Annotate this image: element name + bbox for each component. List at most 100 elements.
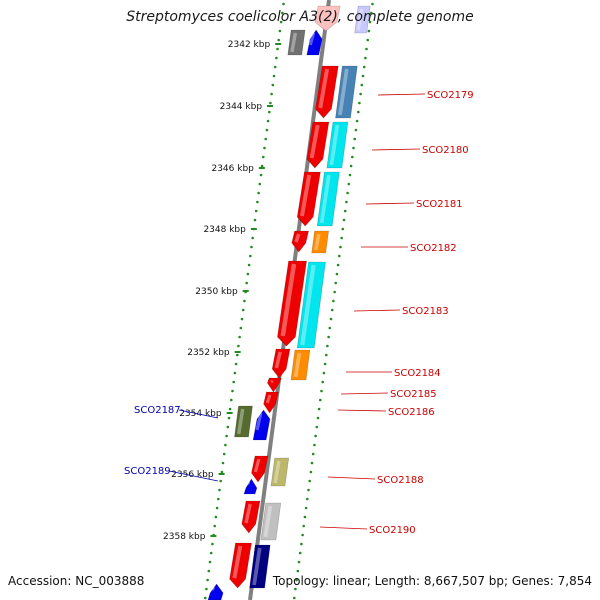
scale-tick-label: 2356 kbp	[171, 470, 214, 480]
guide-dots-right	[303, 515, 307, 519]
guide-dots-left	[214, 515, 218, 519]
gene-feature-highlight	[309, 124, 320, 159]
gene-label: SCO2185	[390, 389, 437, 400]
gene-feature-highlight	[236, 408, 245, 435]
scale-tick-label: 2342 kbp	[228, 40, 271, 50]
scale-ticks-layer: 2342 kbp 2344 kbp 2346 kbp 2348 kbp 2350 kbp…	[163, 40, 282, 542]
guide-dots-left	[270, 92, 273, 96]
gene-label: SCO2181	[416, 199, 463, 210]
guide-dots-left	[238, 335, 241, 339]
gene-feature	[243, 478, 258, 495]
guide-dots-right	[308, 479, 312, 483]
guide-dots-right	[295, 578, 298, 582]
guide-dots-right	[355, 119, 359, 123]
guide-dots-right	[358, 101, 361, 105]
guide-dots-right	[342, 218, 346, 222]
guide-dots-left	[224, 443, 227, 447]
gene-feature-highlight	[308, 32, 316, 46]
guide-dots-left	[250, 245, 253, 249]
gene-feature	[251, 455, 269, 483]
guide-dots-right	[293, 596, 296, 600]
guide-dots-right	[361, 74, 365, 78]
gene-feature	[260, 502, 282, 541]
guide-dots-left	[276, 47, 279, 51]
guide-dots-left	[259, 173, 263, 177]
gene-feature-highlight	[300, 174, 312, 217]
scale-tick-label: 2350 kbp	[195, 287, 238, 297]
guide-dots-left	[278, 29, 282, 33]
guide-dots-right	[296, 569, 300, 573]
guide-dots-left	[209, 551, 213, 555]
guide-dots-right	[325, 353, 328, 357]
guide-dots-right	[323, 362, 327, 366]
guide-dots-left	[263, 146, 266, 150]
guide-dots-right	[332, 299, 335, 303]
guide-dots-left	[275, 56, 278, 60]
gene-feature-highlight	[293, 352, 302, 378]
guide-dots-left	[213, 524, 216, 528]
guide-dots-left	[268, 110, 271, 114]
guide-dots-right	[341, 227, 345, 231]
guide-dots-left	[219, 479, 222, 483]
gene-label-leader	[340, 392, 389, 395]
guide-dots-right	[367, 29, 371, 33]
gene-label: SCO2179	[427, 90, 474, 101]
guide-dots-left	[271, 83, 275, 87]
guide-dots-left	[262, 155, 265, 159]
guide-dots-right	[340, 236, 344, 240]
gene-feature	[296, 171, 321, 227]
guide-dots-left	[279, 20, 283, 24]
guide-dots-left	[240, 317, 244, 321]
gene-labels-layer: SCO2179 SCO2180 SCO2181 SCO2182 SCO2183 SCO21…	[124, 90, 474, 536]
gene-feature-highlight	[270, 379, 274, 384]
guide-dots-right	[298, 551, 302, 555]
gene-feature-highlight	[253, 458, 261, 473]
gene-feature	[306, 121, 330, 169]
guide-dots-left	[205, 587, 208, 591]
guide-dots-right	[297, 560, 301, 564]
guide-dots-left	[241, 308, 245, 312]
guide-dots-right	[316, 416, 320, 420]
guide-dots-right	[348, 173, 352, 177]
guide-dots-left	[236, 353, 239, 357]
gene-feature	[314, 5, 341, 32]
gene-label-leader	[353, 309, 401, 312]
guide-dots-left	[215, 506, 219, 510]
guide-dots-right	[309, 470, 313, 474]
guide-dots-right	[365, 47, 368, 51]
gene-feature-highlight	[210, 586, 216, 591]
guide-dots-left	[220, 470, 224, 474]
guide-dots-layer	[204, 2, 374, 600]
guide-dots-right	[315, 425, 319, 429]
guide-dots-left	[222, 452, 226, 456]
gene-label-leader	[327, 476, 376, 480]
guide-dots-right	[310, 461, 314, 465]
guide-dots-left	[204, 596, 207, 600]
guide-dots-right	[357, 110, 360, 114]
guide-dots-right	[343, 209, 347, 213]
gene-feature-highlight	[318, 68, 330, 109]
gene-feature-highlight	[338, 68, 349, 116]
gene-feature	[290, 349, 311, 381]
guide-dots-left	[227, 416, 231, 420]
guide-dots-left	[239, 326, 243, 330]
gene-label-leader	[337, 409, 387, 412]
gene-feature	[207, 583, 224, 600]
guide-dots-left	[256, 200, 259, 204]
guide-dots-right	[346, 191, 349, 195]
guide-dots-left	[247, 263, 251, 267]
gene-label-leader	[377, 93, 426, 96]
gene-feature-highlight	[246, 481, 251, 485]
guide-dots-right	[319, 398, 322, 402]
gene-label: SCO2183	[402, 306, 449, 317]
gene-feature	[296, 261, 326, 349]
guide-dots-right	[294, 587, 297, 591]
guide-dots-right	[368, 20, 372, 24]
guide-dots-right	[330, 308, 334, 312]
guide-dots-left	[260, 164, 264, 168]
guide-dots-right	[327, 335, 330, 339]
guide-dots-right	[314, 434, 317, 438]
guide-dots-left	[258, 182, 262, 186]
genome-stats-text: Topology: linear; Length: 8,667,507 bp; …	[272, 574, 592, 588]
guide-dots-left	[243, 299, 246, 303]
